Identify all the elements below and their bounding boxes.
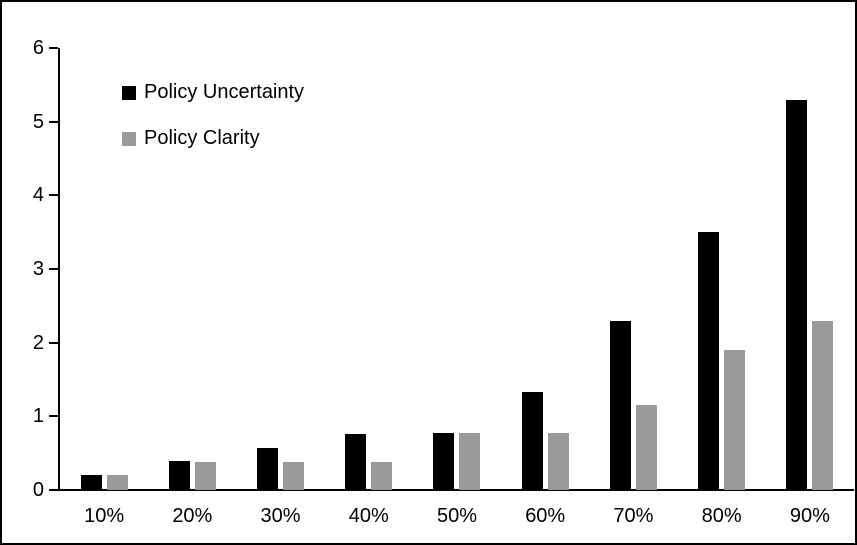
bar-policy-clarity-10-	[106, 475, 128, 490]
bar-group-40-	[325, 434, 413, 490]
y-tick-2	[49, 341, 58, 344]
x-axis-label-10-: 10%	[84, 505, 125, 527]
x-axis-label-50-: 50%	[436, 505, 477, 527]
x-axis-label-80-: 80%	[701, 505, 742, 527]
y-axis-line	[58, 48, 60, 491]
x-axis-label-30-: 30%	[260, 505, 301, 527]
y-tick-1	[49, 415, 58, 418]
y-tick-3	[49, 268, 58, 270]
y-tick-4	[49, 194, 58, 197]
legend-item-policy-uncertainty: Policy Uncertainty	[122, 81, 304, 104]
bar-policy-uncertainty-80-	[698, 232, 720, 490]
y-tick-5	[49, 120, 58, 123]
bar-policy-clarity-50-	[459, 433, 481, 490]
bar-group-50-	[413, 432, 501, 490]
legend: Policy Uncertainty Policy Clarity	[122, 81, 304, 150]
x-axis-labels: 10% 20% 30% 40% 50% 60% 70% 80% 90%	[60, 505, 854, 528]
bar-policy-uncertainty-20-	[168, 460, 190, 490]
bar-policy-uncertainty-40-	[345, 434, 367, 490]
bar-policy-clarity-60-	[547, 433, 569, 490]
x-axis-label-70-: 70%	[613, 505, 654, 527]
bar-policy-uncertainty-50-	[433, 432, 455, 490]
x-axis-label-40-: 40%	[348, 505, 389, 527]
bar-policy-clarity-70-	[635, 405, 657, 490]
y-tick-0	[49, 489, 58, 491]
x-axis-label-60-: 60%	[525, 505, 566, 527]
bar-group-30-	[236, 448, 324, 490]
legend-label-policy-uncertainty: Policy Uncertainty	[144, 81, 305, 103]
bar-policy-clarity-20-	[194, 462, 216, 490]
bar-policy-clarity-90-	[812, 320, 834, 490]
y-tick-label-1: 1	[32, 405, 44, 428]
bar-policy-uncertainty-30-	[257, 448, 279, 490]
bar-policy-uncertainty-90-	[786, 99, 808, 490]
x-axis-line	[49, 489, 854, 491]
bar-group-20-	[148, 460, 236, 490]
y-tick-label-3: 3	[32, 258, 44, 280]
plot-area	[60, 48, 854, 490]
legend-label-policy-clarity: Policy Clarity	[144, 127, 260, 149]
legend-swatch-policy-clarity	[122, 131, 136, 146]
bar-group-80-	[678, 232, 766, 490]
y-tick-label-5: 5	[32, 110, 44, 133]
y-tick-label-2: 2	[32, 331, 44, 354]
legend-item-policy-clarity: Policy Clarity	[122, 127, 304, 150]
bar-group-70-	[589, 320, 677, 490]
legend-swatch-policy-uncertainty	[122, 85, 136, 100]
y-tick-6	[49, 47, 58, 49]
bar-group-60-	[501, 392, 589, 490]
y-tick-label-0: 0	[32, 479, 44, 501]
bar-policy-clarity-30-	[283, 462, 305, 490]
bar-policy-uncertainty-10-	[80, 475, 102, 490]
y-tick-label-6: 6	[32, 37, 44, 59]
bar-group-90-	[766, 99, 854, 490]
x-axis-label-20-: 20%	[172, 505, 213, 527]
bar-policy-uncertainty-60-	[521, 392, 543, 490]
x-axis-label-90-: 90%	[789, 505, 830, 527]
bar-group-10-	[60, 475, 148, 490]
y-tick-label-4: 4	[32, 184, 44, 207]
bar-policy-clarity-80-	[724, 350, 746, 490]
bar-policy-uncertainty-70-	[609, 320, 631, 490]
bar-policy-clarity-40-	[371, 462, 393, 490]
